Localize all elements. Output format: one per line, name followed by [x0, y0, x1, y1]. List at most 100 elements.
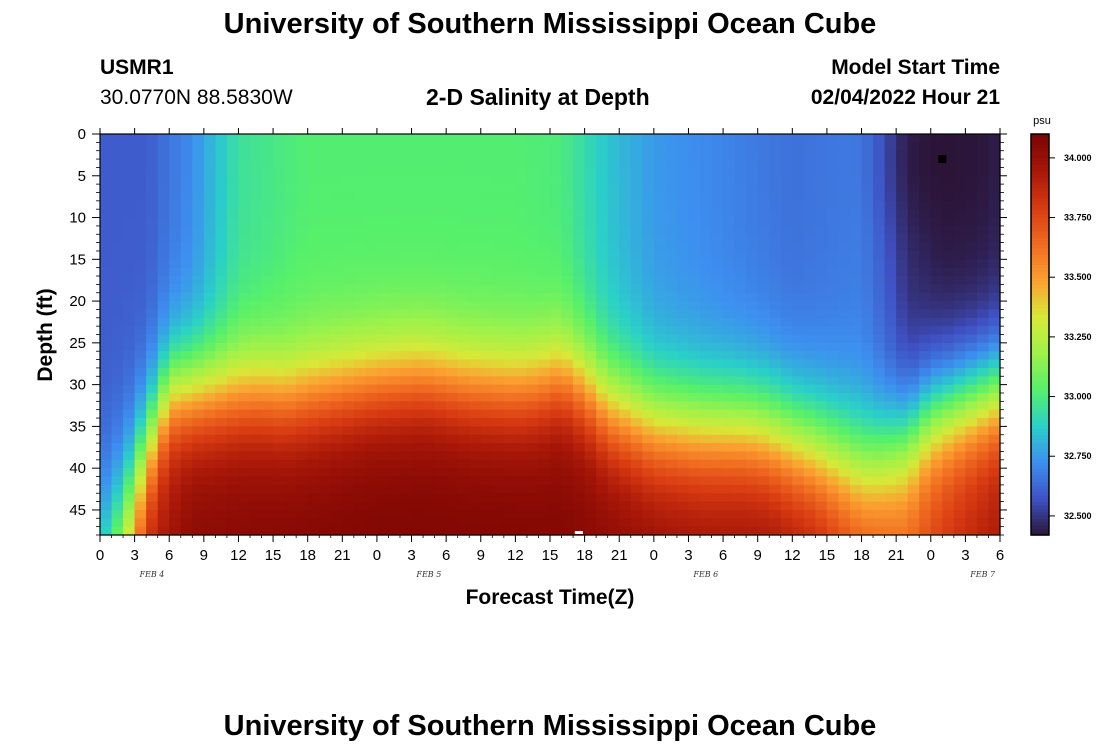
heatmap-cell: [515, 401, 528, 411]
heatmap-cell: [284, 317, 297, 327]
heatmap-cell: [573, 392, 586, 402]
heatmap-cell: [538, 159, 551, 169]
heatmap-cell: [100, 401, 113, 411]
heatmap-cell: [861, 367, 874, 377]
heatmap-cell: [780, 484, 793, 494]
heatmap-cell: [515, 518, 528, 528]
heatmap-cell: [607, 351, 620, 361]
heatmap-cell: [965, 401, 978, 411]
colorbar-segment: [1031, 291, 1049, 295]
heatmap-cell: [711, 426, 724, 436]
heatmap-cell: [711, 501, 724, 511]
heatmap-cell: [492, 200, 505, 210]
heatmap-cell: [492, 225, 505, 235]
heatmap-cell: [480, 200, 493, 210]
heatmap-cell: [734, 200, 747, 210]
heatmap-cell: [319, 317, 332, 327]
heatmap-cell: [250, 301, 263, 311]
station-id: USMR1: [100, 56, 174, 79]
heatmap-cell: [503, 150, 516, 160]
heatmap-cell: [261, 326, 274, 336]
heatmap-cell: [861, 175, 874, 185]
heatmap-cell: [942, 476, 955, 486]
heatmap-cell: [480, 409, 493, 419]
heatmap-cell: [365, 267, 378, 277]
heatmap-cell: [423, 150, 436, 160]
heatmap-cell: [503, 342, 516, 352]
heatmap-cell: [769, 451, 782, 461]
heatmap-cell: [215, 142, 228, 152]
heatmap-cell: [550, 526, 563, 536]
heatmap-cell: [284, 150, 297, 160]
heatmap-cell: [792, 493, 805, 503]
heatmap-cell: [100, 476, 113, 486]
heatmap-cell: [353, 459, 366, 469]
heatmap-cell: [873, 367, 886, 377]
heatmap-cell: [919, 434, 932, 444]
heatmap-cell: [573, 501, 586, 511]
heatmap-cell: [907, 150, 920, 160]
heatmap-cell: [723, 259, 736, 269]
heatmap-cell: [423, 384, 436, 394]
heatmap-cell: [388, 234, 401, 244]
heatmap-cell: [930, 351, 943, 361]
heatmap-cell: [307, 217, 320, 227]
heatmap-cell: [330, 367, 343, 377]
heatmap-cell: [134, 301, 147, 311]
heatmap-cell: [446, 250, 459, 260]
heatmap-cell: [330, 134, 343, 143]
heatmap-cell: [850, 459, 863, 469]
heatmap-cell: [411, 276, 424, 285]
heatmap-cell: [423, 409, 436, 419]
heatmap-cell: [226, 359, 240, 369]
heatmap-cell: [342, 326, 355, 336]
heatmap-cell: [769, 259, 782, 269]
heatmap-cell: [192, 351, 205, 361]
heatmap-cell: [100, 234, 113, 244]
heatmap-cell: [850, 150, 863, 160]
x-tick-label: 3: [407, 547, 415, 564]
heatmap-cell: [330, 484, 343, 494]
heatmap-cell: [838, 367, 851, 377]
heatmap-cell: [307, 434, 320, 444]
heatmap-cell: [838, 167, 851, 177]
heatmap-cell: [803, 443, 816, 453]
heatmap-cell: [515, 359, 528, 369]
heatmap-cell: [861, 409, 874, 419]
heatmap-cell: [988, 142, 1001, 152]
heatmap-cell: [353, 242, 366, 252]
heatmap-cell: [896, 401, 909, 411]
heatmap-cell: [503, 434, 516, 444]
heatmap-cell: [296, 342, 309, 352]
heatmap-cell: [688, 434, 701, 444]
heatmap-cell: [780, 401, 793, 411]
heatmap-cell: [319, 476, 332, 486]
heatmap-cell: [942, 167, 955, 177]
colorbar-segment: [1031, 234, 1049, 239]
heatmap-cell: [780, 443, 793, 453]
heatmap-cell: [734, 301, 747, 311]
heatmap-cell: [826, 259, 840, 269]
heatmap-cell: [734, 334, 747, 344]
heatmap-cell: [919, 401, 932, 411]
heatmap-cell: [319, 451, 332, 461]
heatmap-cell: [607, 359, 620, 369]
heatmap-cell: [630, 351, 643, 361]
heatmap-cell: [538, 401, 551, 411]
heatmap-cell: [123, 184, 136, 194]
heatmap-cell: [215, 159, 228, 169]
heatmap-cell: [226, 401, 240, 411]
heatmap-cell: [342, 292, 355, 302]
heatmap-cell: [619, 284, 632, 294]
heatmap-cell: [169, 359, 182, 369]
heatmap-cell: [215, 351, 228, 361]
heatmap-cell: [492, 326, 505, 336]
heatmap-cell: [861, 426, 874, 436]
heatmap-cell: [919, 367, 932, 377]
heatmap-cell: [550, 376, 563, 386]
heatmap-cell: [826, 184, 840, 194]
heatmap-cell: [238, 451, 251, 461]
heatmap-cell: [665, 493, 678, 503]
heatmap-cell: [273, 217, 286, 227]
heatmap-cell: [919, 418, 932, 427]
